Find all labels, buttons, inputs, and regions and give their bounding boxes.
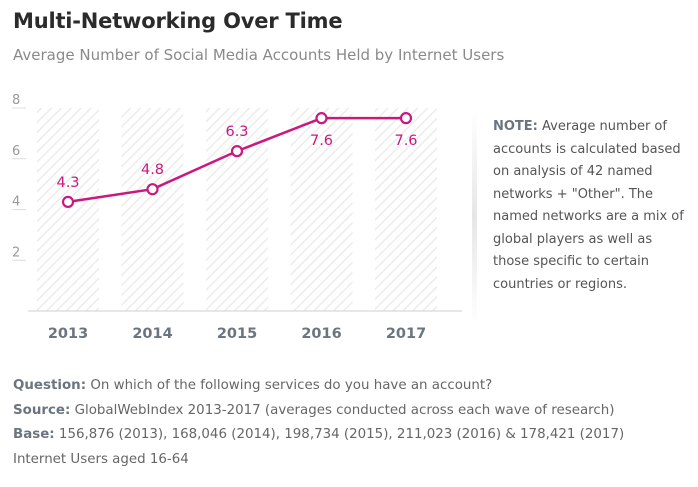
data-label: 7.6 <box>310 133 333 149</box>
column-band-2014 <box>121 108 184 311</box>
footer: Question: On which of the following serv… <box>13 374 693 472</box>
x-tick-label: 2016 <box>301 326 341 342</box>
base-line-2: Internet Users aged 16-64 <box>13 451 189 467</box>
data-label: 6.3 <box>225 124 248 140</box>
base-text: 156,876 (2013), 168,046 (2014), 198,734 … <box>58 427 625 442</box>
source-line: Source: GlobalWebIndex 2013-2017 (averag… <box>13 399 693 424</box>
note-divider <box>472 110 477 325</box>
y-tick-label: 4 <box>12 195 20 210</box>
base-line: Base: 156,876 (2013), 168,046 (2014), 19… <box>13 423 693 448</box>
x-tick-label: 2013 <box>48 326 88 342</box>
question-line: Question: On which of the following serv… <box>13 374 693 399</box>
data-point <box>230 145 244 158</box>
chart-title: Multi-Networking Over Time <box>13 9 343 33</box>
question-text: On which of the following services do yo… <box>90 378 493 393</box>
base-label: Base: <box>13 427 55 442</box>
data-point <box>315 112 328 125</box>
y-tick-label: 8 <box>12 93 20 108</box>
column-band-2016 <box>290 108 353 311</box>
column-band-2017 <box>375 108 437 311</box>
note-box: NOTE: Average number of accounts is calc… <box>493 116 688 296</box>
column-band-2013 <box>37 108 99 311</box>
x-tick-label: 2014 <box>132 326 172 342</box>
data-point <box>399 112 413 125</box>
note-text: Average number of accounts is calculated… <box>493 119 684 292</box>
source-label: Source: <box>13 402 71 418</box>
note-label: NOTE: <box>493 119 538 134</box>
data-point <box>61 195 75 208</box>
data-label: 7.6 <box>394 133 417 149</box>
x-tick-label: 2017 <box>386 326 426 342</box>
question-label: Question: <box>13 378 87 393</box>
x-tick-label: 2015 <box>217 326 257 342</box>
data-label: 4.8 <box>141 162 164 178</box>
chart-subtitle: Average Number of Social Media Accounts … <box>13 46 505 64</box>
y-tick-label: 2 <box>12 245 20 260</box>
y-tick-label: 6 <box>12 144 20 159</box>
line-chart: 2 4 6 8 2013 2014 2015 2016 2017 4.3 4.8 6.3 7.6 7.… <box>12 93 477 342</box>
source-text: GlobalWebIndex 2013-2017 (averages condu… <box>74 402 615 418</box>
data-label: 4.3 <box>56 175 79 191</box>
data-point <box>146 183 159 196</box>
